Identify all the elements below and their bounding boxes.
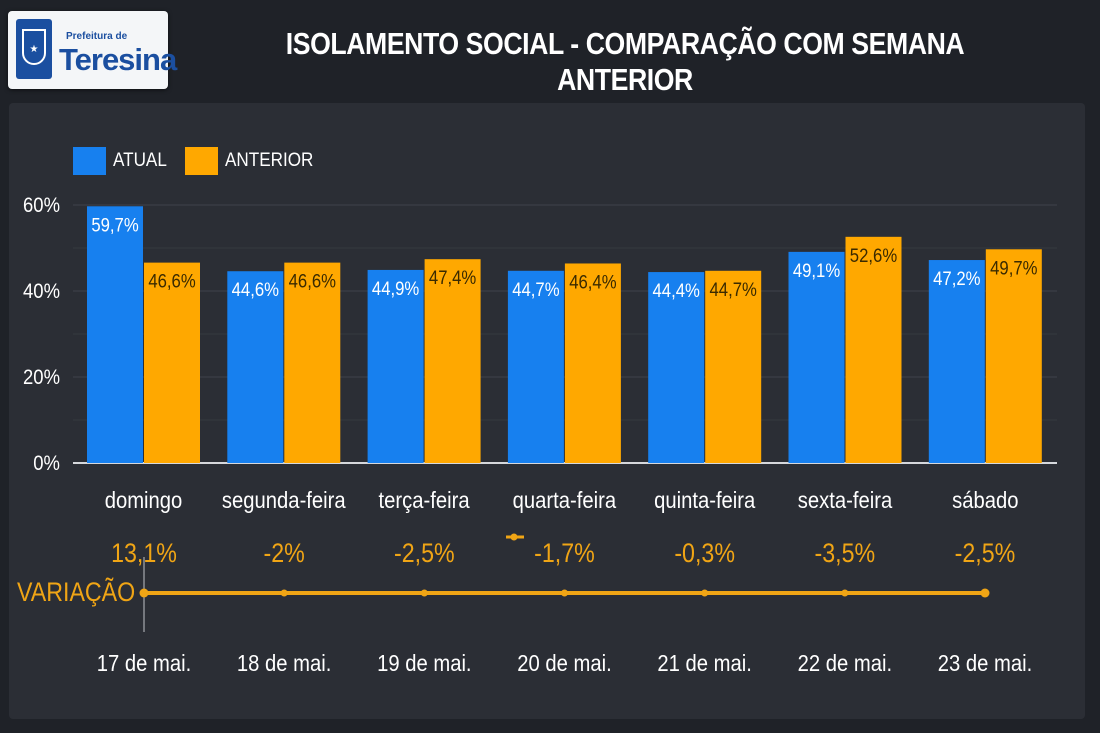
legend-label-anterior: ANTERIOR	[225, 150, 314, 171]
variation-marker-dot	[510, 533, 518, 541]
variation-value-label: -1,7%	[534, 538, 595, 568]
y-tick-label: 20%	[23, 366, 60, 389]
data-label-atual: 44,9%	[372, 278, 419, 299]
bar-atual[interactable]	[227, 271, 284, 463]
bar-atual[interactable]	[648, 272, 705, 463]
data-label-anterior: 44,7%	[710, 279, 757, 300]
variation-point[interactable]	[980, 588, 990, 598]
bar-anterior[interactable]	[705, 270, 762, 463]
variation-point[interactable]	[280, 589, 288, 597]
date-label: 20 de mai.	[517, 650, 611, 677]
date-label: 21 de mai.	[657, 650, 751, 677]
bar-anterior[interactable]	[985, 249, 1042, 463]
date-label: 23 de mai.	[938, 650, 1032, 677]
bar-atual[interactable]	[507, 270, 564, 463]
variation-value-label: -2%	[264, 538, 305, 568]
legend-swatch-atual	[73, 147, 106, 175]
category-label: domingo	[105, 487, 183, 514]
variation-value-label: -0,3%	[674, 538, 735, 568]
variation-value-label: -3,5%	[815, 538, 876, 568]
data-label-anterior: 46,4%	[569, 271, 616, 292]
data-label-anterior: 47,4%	[429, 267, 476, 288]
logo-subtitle: Prefeitura de	[66, 31, 128, 42]
bar-anterior[interactable]	[424, 259, 481, 463]
bar-anterior[interactable]	[845, 236, 902, 463]
variation-point[interactable]	[420, 589, 428, 597]
variation-value-label: 13,1%	[111, 538, 177, 568]
category-label: sexta-feira	[798, 487, 893, 514]
bar-anterior[interactable]	[144, 262, 200, 463]
data-label-anterior: 46,6%	[148, 271, 195, 292]
data-label-atual: 44,7%	[512, 279, 559, 300]
data-label-atual: 47,2%	[933, 268, 980, 289]
y-tick-label: 60%	[23, 194, 60, 217]
data-label-atual: 59,7%	[91, 214, 138, 235]
date-label: 19 de mai.	[377, 650, 471, 677]
variation-point[interactable]	[139, 588, 149, 598]
category-label: quinta-feira	[654, 487, 756, 514]
data-label-anterior: 49,7%	[990, 257, 1037, 278]
date-label: 18 de mai.	[237, 650, 331, 677]
bar-anterior[interactable]	[564, 263, 621, 463]
y-tick-label: 0%	[33, 452, 60, 475]
bar-atual[interactable]	[788, 251, 845, 463]
variation-axis-label: VARIAÇÃO	[17, 576, 135, 607]
legend-label-atual: ATUAL	[113, 150, 167, 171]
category-label: sábado	[952, 487, 1018, 514]
category-label: segunda-feira	[222, 487, 347, 514]
city-crest-icon: ★	[16, 19, 52, 79]
y-tick-label: 40%	[23, 280, 60, 303]
bar-atual[interactable]	[928, 260, 985, 463]
data-label-atual: 49,1%	[793, 260, 840, 281]
prefeitura-teresina-logo: ★ Prefeitura de Teresina	[8, 11, 177, 89]
variation-point[interactable]	[701, 589, 709, 597]
variation-point[interactable]	[561, 589, 568, 597]
category-label: quarta-feira	[513, 487, 617, 514]
date-label: 22 de mai.	[798, 650, 892, 677]
data-label-atual: 44,4%	[653, 280, 700, 301]
page-title: ISOLAMENTO SOCIAL - COMPARAÇÃO COM SEMAN…	[285, 26, 965, 97]
logo-title: Teresina	[59, 42, 177, 77]
variation-value-label: -2,5%	[955, 538, 1016, 568]
category-label: terça-feira	[379, 487, 471, 514]
data-label-anterior: 46,6%	[289, 271, 336, 292]
data-label-atual: 44,6%	[232, 279, 279, 300]
bar-anterior[interactable]	[284, 262, 341, 463]
data-label-anterior: 52,6%	[850, 245, 897, 266]
variation-value-label: -2,5%	[394, 538, 455, 568]
date-label: 17 de mai.	[97, 650, 191, 677]
variation-point[interactable]	[841, 589, 849, 597]
legend-swatch-anterior	[185, 147, 218, 175]
bar-atual[interactable]	[87, 206, 143, 464]
bar-atual[interactable]	[367, 269, 424, 463]
